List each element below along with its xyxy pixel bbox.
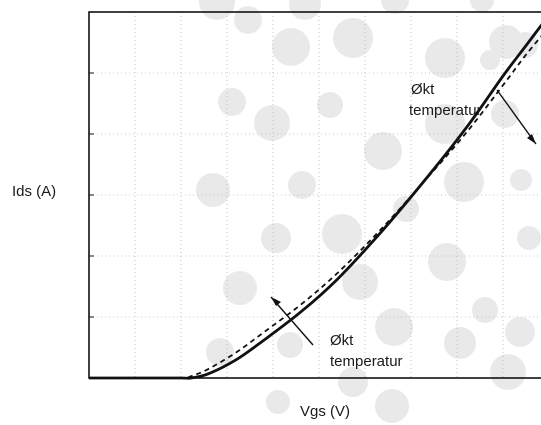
background-dot xyxy=(428,243,466,281)
background-dot xyxy=(425,38,465,78)
y-axis-label: Ids (A) xyxy=(12,183,56,200)
background-dot xyxy=(261,223,291,253)
background-dots xyxy=(196,0,541,423)
grid xyxy=(89,12,541,378)
background-dot xyxy=(199,0,235,20)
background-dot xyxy=(266,390,290,414)
series-dashed-curve xyxy=(88,35,541,380)
background-dot xyxy=(206,338,234,366)
background-dot xyxy=(510,169,532,191)
background-dot xyxy=(196,173,230,207)
arrowhead-lower xyxy=(271,297,281,306)
background-dot xyxy=(333,18,373,58)
background-dot xyxy=(517,226,541,250)
background-dot xyxy=(289,0,321,20)
background-dot xyxy=(254,105,290,141)
background-dot xyxy=(338,367,368,397)
background-dot xyxy=(288,171,316,199)
background-dot xyxy=(425,104,465,144)
arrow-upper xyxy=(496,89,537,145)
background-dot xyxy=(470,0,494,12)
background-dot xyxy=(223,271,257,305)
y-ticks xyxy=(89,72,94,318)
background-dot xyxy=(234,6,262,34)
background-dot xyxy=(375,389,409,423)
background-dot xyxy=(317,92,343,118)
background-dot xyxy=(375,308,413,346)
arrow-lower xyxy=(270,296,314,346)
background-dot xyxy=(393,196,419,222)
annotation-upper: Økt temperatur xyxy=(409,81,537,145)
background-dot xyxy=(444,327,476,359)
background-dot xyxy=(444,162,484,202)
background-dot xyxy=(381,0,409,14)
x-axis-label: Vgs (V) xyxy=(300,403,350,420)
annotation-upper-line1: Økt xyxy=(411,81,435,98)
background-dot xyxy=(480,50,500,70)
background-dot xyxy=(272,28,310,66)
annotation-lower-line1: Økt xyxy=(330,332,354,349)
arrowhead-upper xyxy=(527,134,536,144)
background-dot xyxy=(322,214,362,254)
background-dot xyxy=(218,88,246,116)
background-dot xyxy=(490,354,526,390)
series-solid-curve xyxy=(88,23,541,380)
background-dot xyxy=(342,264,378,300)
background-dot xyxy=(472,297,498,323)
annotation-upper-line2: temperatur xyxy=(409,102,482,119)
annotation-lower-line2: temperatur xyxy=(330,353,403,370)
background-dot xyxy=(277,332,303,358)
annotation-lower: Økt temperatur xyxy=(270,296,403,370)
background-dot xyxy=(491,100,519,128)
background-dot xyxy=(364,132,402,170)
background-dot xyxy=(505,317,535,347)
